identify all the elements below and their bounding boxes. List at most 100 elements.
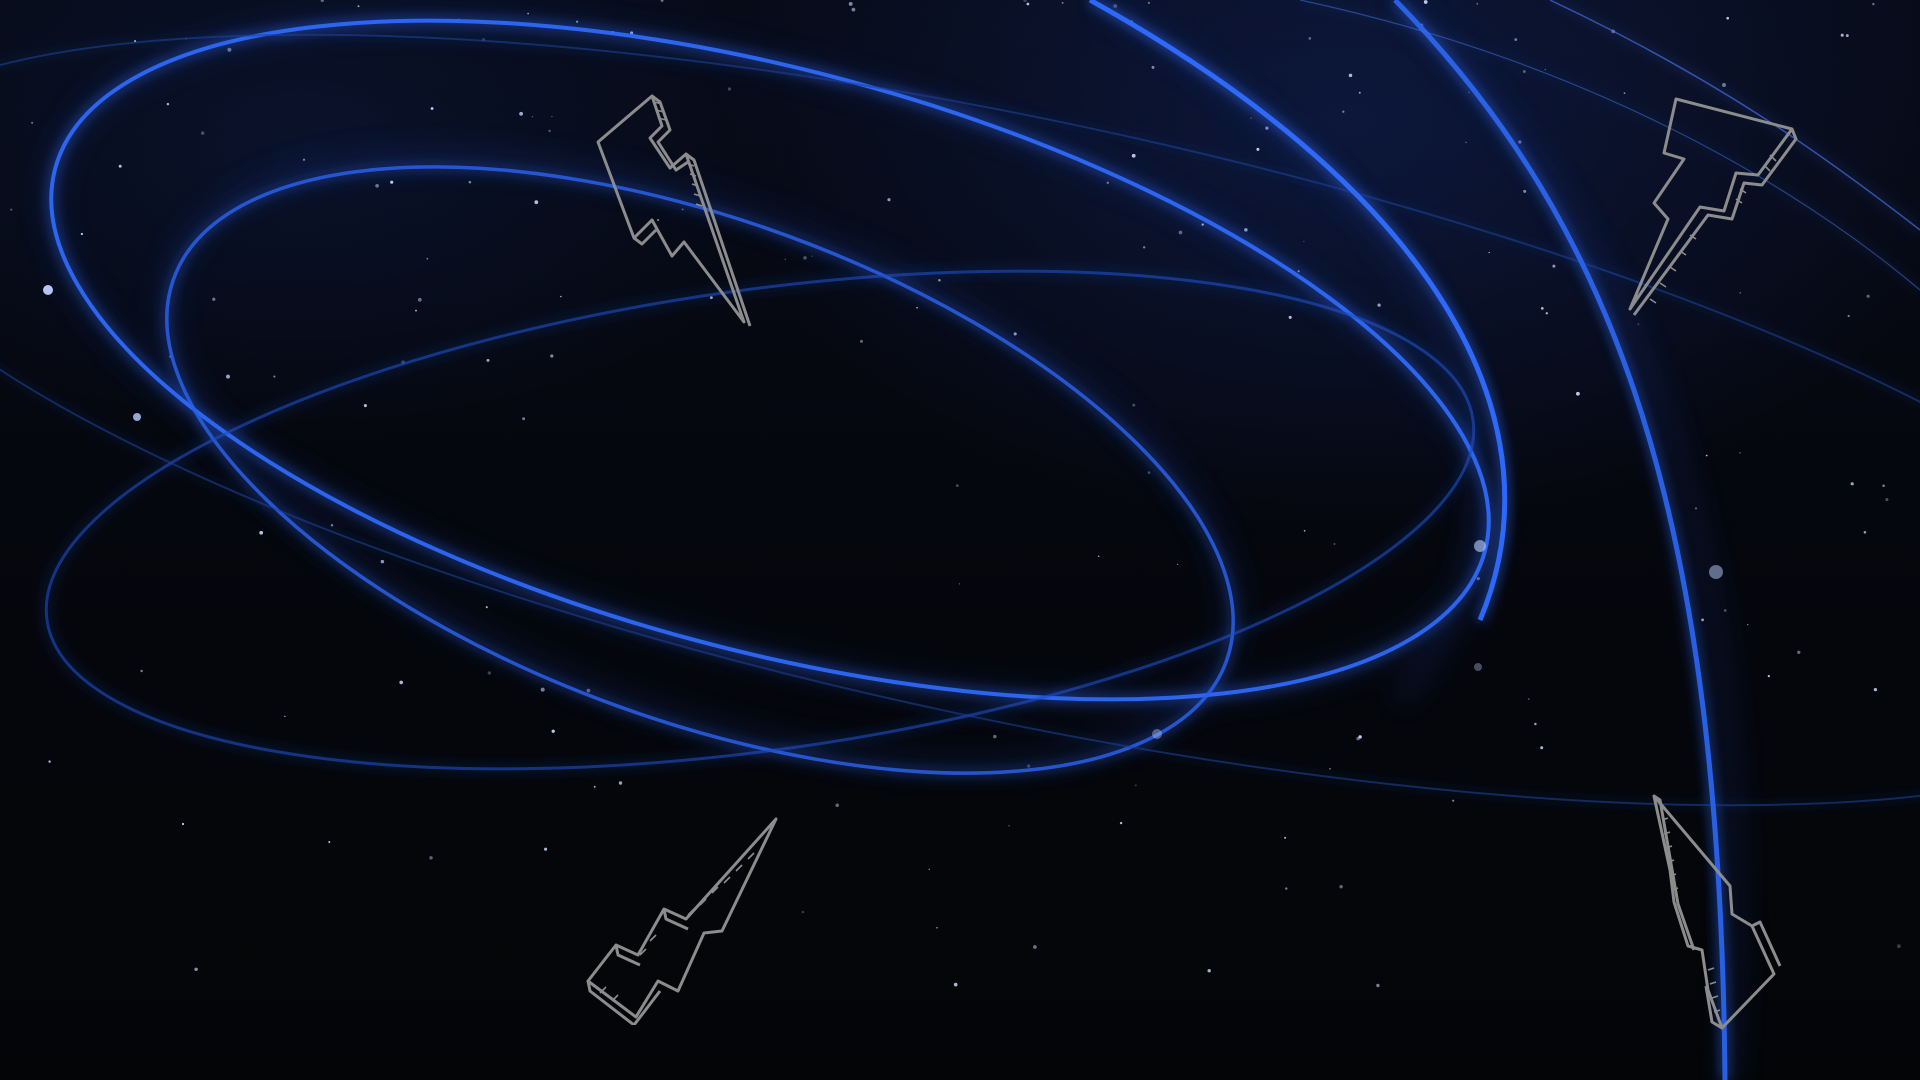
star [1767, 675, 1770, 678]
star [1106, 181, 1110, 185]
star [430, 107, 434, 110]
star [1885, 498, 1889, 502]
star [1288, 315, 1292, 319]
star [1840, 33, 1844, 37]
orbit-ring-wide [0, 33, 1920, 807]
star [527, 12, 529, 15]
star [1151, 65, 1155, 69]
star [1142, 246, 1146, 249]
star [1303, 529, 1306, 532]
orbit-arc-thin-2 [1299, 0, 1920, 291]
orbit-arc-thin [1549, 0, 1920, 231]
star [801, 910, 805, 914]
star [1308, 37, 1312, 40]
star [80, 232, 84, 236]
star [928, 868, 930, 870]
lightning-bolt-icon [596, 94, 752, 327]
star [227, 47, 232, 52]
star [1705, 454, 1708, 457]
star [1847, 314, 1850, 318]
star [1207, 969, 1211, 973]
star [363, 404, 367, 408]
star [531, 115, 534, 118]
star [1514, 38, 1518, 41]
star [1872, 2, 1875, 6]
star [958, 583, 961, 585]
star [194, 967, 198, 972]
star [1178, 230, 1183, 235]
star [140, 669, 143, 673]
star [534, 200, 539, 205]
star [551, 115, 553, 118]
star [1540, 746, 1544, 750]
star [259, 530, 264, 535]
star [1476, 3, 1479, 5]
star [1339, 885, 1343, 889]
orbit-node [1474, 540, 1486, 552]
star [1845, 34, 1849, 38]
star [560, 295, 562, 298]
star [1897, 944, 1901, 949]
lightning-bolt-icon [586, 817, 778, 1025]
star [1739, 452, 1741, 454]
star [417, 297, 422, 302]
orbit-node [1474, 663, 1482, 671]
star [1863, 531, 1867, 534]
star [1061, 1, 1064, 4]
star [548, 129, 551, 133]
star [380, 559, 385, 564]
star [1452, 799, 1455, 802]
star [1358, 735, 1362, 739]
star [519, 111, 524, 116]
star [540, 687, 545, 692]
star [1545, 312, 1548, 315]
star [1033, 945, 1037, 949]
orbit-node [43, 285, 53, 295]
star [1132, 403, 1136, 407]
star [429, 856, 433, 860]
orbit-ring-outer [49, 18, 1491, 702]
star [1873, 687, 1878, 692]
star [1176, 563, 1179, 566]
star [938, 278, 941, 282]
star [330, 523, 334, 527]
star [1027, 764, 1031, 768]
star [1358, 91, 1361, 94]
star [727, 87, 732, 91]
star [284, 715, 286, 718]
orbit-ring-inner [165, 165, 1235, 775]
star [916, 306, 918, 309]
star [468, 180, 472, 184]
star [302, 158, 306, 161]
star [660, 0, 664, 2]
star [1468, 91, 1470, 94]
star [618, 781, 623, 785]
star [200, 131, 205, 135]
star [1134, 784, 1137, 787]
star [10, 208, 13, 211]
star [784, 258, 786, 261]
star [1342, 110, 1345, 113]
star [181, 822, 185, 826]
star [118, 164, 122, 168]
star [848, 1, 853, 6]
lightning-bolt-icon [1628, 97, 1798, 316]
star [1739, 292, 1741, 294]
star [1119, 821, 1123, 825]
star [1333, 543, 1336, 545]
star [1329, 768, 1331, 770]
star [415, 309, 417, 312]
star [375, 183, 379, 188]
star [993, 734, 997, 739]
star [657, 218, 660, 222]
star [166, 102, 170, 106]
star [31, 121, 34, 124]
star [550, 354, 554, 358]
star [1423, 0, 1428, 4]
star [1026, 2, 1030, 6]
star [1623, 92, 1626, 94]
star [48, 760, 51, 763]
star [1376, 983, 1380, 988]
orbit-ring-tilted [44, 269, 1476, 771]
